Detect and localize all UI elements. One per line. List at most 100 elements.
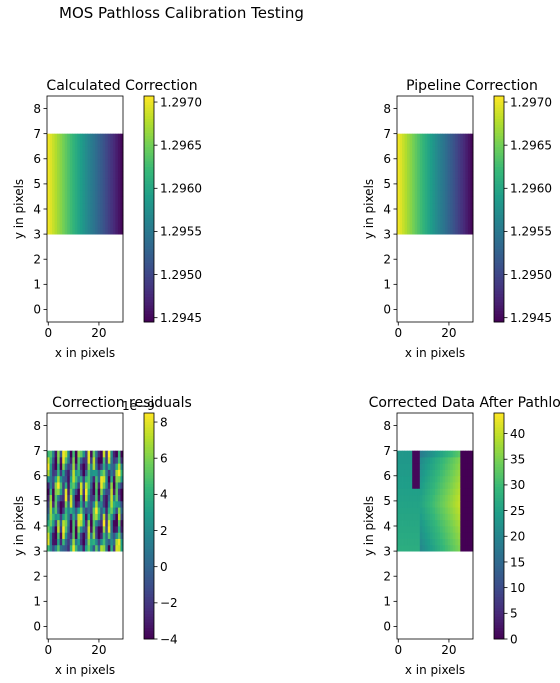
heatmap-cell	[407, 469, 411, 477]
heatmap-cell	[409, 221, 413, 229]
heatmap-cell	[102, 171, 106, 179]
heatmap-cell	[110, 171, 114, 179]
colorbar-step	[144, 288, 154, 292]
heatmap-cell	[429, 544, 433, 552]
heatmap-cell	[69, 183, 73, 191]
heatmap-cell	[67, 544, 71, 552]
heatmap-cell	[437, 519, 441, 527]
heatmap-cell	[69, 500, 73, 508]
heatmap-cell	[447, 450, 451, 458]
heatmap-cell	[399, 532, 403, 539]
heatmap-cell	[462, 538, 466, 546]
heatmap-cell	[402, 532, 405, 539]
heatmap-cell	[87, 165, 91, 172]
heatmap-cell	[120, 513, 124, 521]
colorbar-step	[144, 203, 154, 207]
heatmap-cell	[120, 463, 124, 470]
heatmap-cell	[445, 171, 449, 179]
heatmap-cell	[397, 500, 400, 508]
colorbar-step	[494, 259, 504, 264]
heatmap-cell	[82, 494, 86, 502]
colorbar-step	[494, 627, 504, 631]
heatmap-cell	[69, 532, 73, 539]
heatmap-cell	[112, 177, 116, 185]
heatmap-cell	[59, 500, 63, 508]
heatmap-cell	[417, 544, 421, 552]
heatmap-cell	[435, 469, 438, 477]
heatmap-cell	[452, 171, 456, 179]
colorbar-step	[144, 316, 154, 320]
heatmap-cell	[74, 221, 78, 229]
heatmap-cell	[462, 544, 466, 552]
heatmap-cell	[427, 500, 431, 508]
colorbar-step	[144, 282, 154, 286]
heatmap-cell	[417, 513, 421, 521]
heatmap-cell	[112, 475, 116, 483]
heatmap-cell	[445, 215, 449, 222]
colorbar-step	[144, 313, 154, 317]
colorbar-step	[494, 526, 504, 530]
heatmap-cell	[115, 152, 119, 160]
heatmap-cell	[57, 500, 61, 508]
heatmap-cell	[82, 146, 86, 153]
heatmap-cell	[47, 196, 50, 204]
heatmap-cell	[455, 165, 459, 172]
colorbar-step	[144, 169, 154, 173]
heatmap-cell	[100, 158, 104, 166]
heatmap-cell	[445, 544, 449, 552]
colorbar-step	[144, 415, 154, 420]
heatmap-cell	[399, 513, 403, 521]
heatmap-cell	[422, 183, 426, 191]
heatmap-cell	[49, 532, 53, 539]
heatmap-cell	[397, 450, 400, 458]
heatmap-cell	[442, 133, 446, 141]
heatmap-cell	[409, 450, 413, 458]
heatmap-cell	[120, 469, 124, 477]
heatmap-cell	[414, 469, 418, 477]
heatmap-cell	[115, 209, 119, 216]
heatmap-cell	[47, 152, 50, 160]
colorbar-step	[494, 251, 504, 255]
heatmap-cell	[72, 183, 76, 191]
heatmap-cell	[465, 171, 469, 179]
heatmap-cell	[100, 519, 104, 527]
heatmap-cell	[100, 227, 104, 235]
heatmap-cell	[442, 215, 446, 222]
heatmap-cell	[460, 500, 464, 508]
colorbar-step	[144, 517, 154, 521]
heatmap-cell	[404, 152, 408, 160]
heatmap-cell	[72, 482, 76, 489]
heatmap-cell	[115, 463, 119, 470]
heatmap-cell	[445, 488, 449, 496]
heatmap-cell	[407, 544, 411, 552]
heatmap-cell	[47, 488, 50, 496]
heatmap-cell	[450, 152, 454, 160]
heatmap-cell	[462, 513, 466, 521]
heatmap-cell	[397, 488, 400, 496]
heatmap-cell	[47, 221, 50, 229]
heatmap-cell	[117, 532, 121, 539]
heatmap-cell	[457, 463, 461, 470]
heatmap-cell	[69, 133, 73, 141]
heatmap-cell	[92, 202, 96, 210]
heatmap-cell	[87, 463, 91, 470]
heatmap-cell	[92, 133, 96, 141]
heatmap-cell	[92, 171, 96, 179]
heatmap-cell	[105, 227, 109, 235]
heatmap-cell	[412, 196, 416, 204]
colorbar-step	[144, 551, 154, 555]
heatmap-cell	[470, 133, 474, 141]
heatmap-cell	[429, 482, 433, 489]
heatmap-cell	[95, 146, 99, 153]
heatmap-cell	[435, 526, 438, 533]
heatmap-cell	[424, 158, 428, 166]
colorbar-step	[494, 500, 504, 504]
heatmap-cell	[105, 513, 109, 521]
heatmap-cell	[432, 202, 436, 210]
heatmap-cell	[414, 482, 418, 489]
heatmap-cell	[402, 158, 405, 166]
heatmap-cell	[437, 469, 441, 477]
heatmap-cell	[74, 469, 78, 477]
